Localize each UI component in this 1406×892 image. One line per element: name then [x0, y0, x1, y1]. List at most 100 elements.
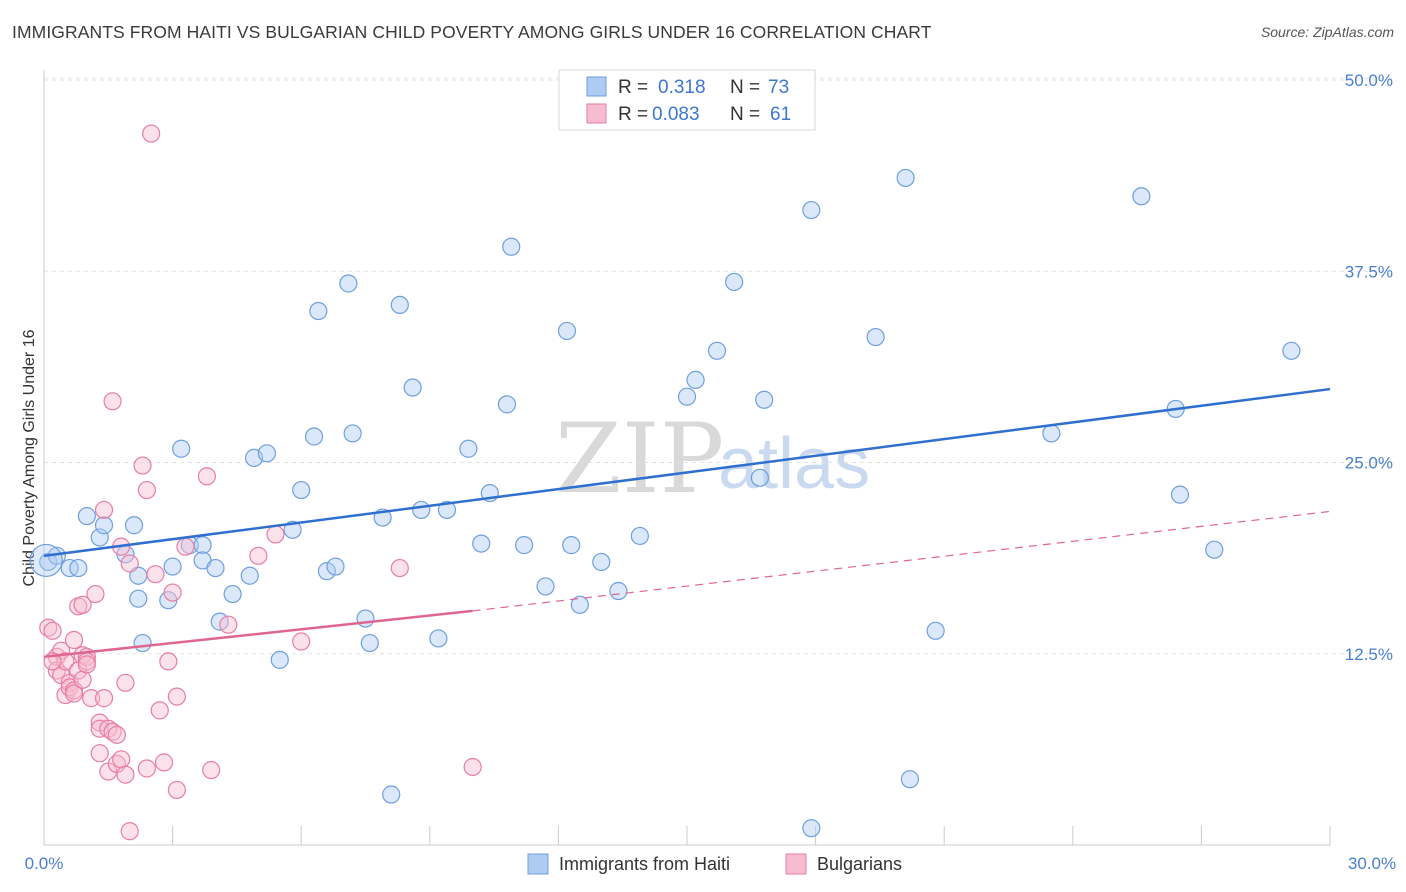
data-point	[592, 552, 611, 572]
data-point	[94, 500, 114, 520]
legend-r-value-bulgarians: 0.083	[652, 104, 700, 125]
data-point	[163, 583, 182, 602]
legend-r-label-bulgarians: R =	[618, 104, 648, 125]
trend-line-bulgarians-extension	[472, 510, 1331, 612]
data-point	[159, 652, 178, 671]
legend-box: R = 0.318 N = 73 R = 0.083 N = 61	[558, 69, 816, 131]
data-point	[64, 684, 84, 703]
data-point	[73, 670, 92, 689]
data-point	[163, 557, 182, 576]
data-point	[630, 526, 649, 546]
data-point	[339, 274, 358, 293]
data-point	[437, 500, 457, 520]
y-tick-label: 25.0%	[1345, 454, 1393, 473]
data-point	[390, 558, 409, 578]
legend-n-value-bulgarians: 61	[770, 104, 791, 125]
data-point	[86, 584, 105, 604]
data-point	[1170, 485, 1190, 504]
legend-r-label-haiti: R =	[618, 77, 648, 98]
legend-n-label-haiti: N =	[730, 77, 760, 98]
data-point	[609, 581, 628, 601]
data-point	[129, 589, 148, 608]
data-point	[137, 759, 156, 778]
legend-n-value-haiti: 73	[768, 77, 789, 98]
data-point	[64, 630, 84, 650]
bottom-legend-swatch-bulgarians	[785, 853, 807, 875]
data-point	[120, 822, 139, 841]
data-point	[326, 557, 345, 576]
data-point	[1282, 341, 1301, 360]
data-point	[515, 536, 534, 555]
data-point	[116, 673, 135, 692]
data-point	[292, 480, 311, 500]
data-point	[167, 780, 186, 800]
data-point	[463, 757, 482, 777]
bottom-legend: Immigrants from Haiti Bulgarians	[527, 853, 902, 875]
data-point	[120, 554, 139, 573]
data-point	[309, 301, 328, 321]
data-point	[926, 621, 945, 640]
y-tick-label: 12.5%	[1345, 645, 1393, 664]
data-point	[677, 387, 697, 406]
data-point	[1205, 540, 1224, 559]
data-point	[429, 629, 448, 648]
chart-title: IMMIGRANTS FROM HAITI VS BULGARIAN CHILD…	[12, 22, 932, 42]
data-point	[137, 480, 156, 500]
data-point	[570, 595, 589, 614]
data-point	[206, 558, 225, 578]
data-point	[356, 609, 375, 628]
data-point	[317, 562, 337, 581]
data-point	[536, 577, 555, 596]
data-point	[112, 750, 131, 769]
data-point	[90, 744, 109, 763]
data-point	[390, 295, 409, 315]
x-tick-label-max: 30.0%	[1348, 854, 1396, 873]
data-point	[472, 534, 491, 553]
trend-lines	[43, 387, 1331, 659]
data-point	[725, 272, 744, 292]
data-point	[219, 615, 238, 634]
data-point	[896, 168, 915, 188]
data-point	[557, 321, 577, 341]
data-point	[459, 439, 478, 458]
data-point	[56, 652, 75, 671]
bottom-legend-label-bulgarians: Bulgarians	[817, 854, 902, 874]
x-tick-label-min: 0.0%	[25, 854, 64, 873]
data-point	[116, 765, 135, 784]
data-point	[223, 584, 242, 604]
data-point	[755, 390, 774, 409]
y-tick-label: 37.5%	[1345, 262, 1393, 281]
data-point	[283, 520, 302, 539]
legend-swatch-bulgarians	[586, 103, 607, 124]
data-point	[94, 689, 114, 708]
watermark-atlas: atlas	[718, 424, 870, 504]
data-point	[249, 546, 268, 565]
watermark-zip: ZIP	[555, 403, 724, 515]
data-point	[124, 516, 144, 535]
data-point	[304, 427, 324, 446]
data-point	[103, 392, 122, 411]
data-point	[154, 753, 174, 772]
data-point	[94, 516, 114, 535]
series-bulgarians-points	[39, 124, 482, 841]
data-point	[82, 689, 101, 708]
data-point	[412, 500, 431, 520]
data-point	[197, 467, 216, 486]
data-point	[172, 439, 191, 458]
data-point	[802, 819, 821, 838]
data-point	[292, 632, 311, 651]
data-point	[193, 536, 212, 555]
data-point	[202, 760, 221, 780]
data-point	[240, 566, 259, 585]
trend-line-bulgarians	[43, 609, 473, 659]
data-point	[257, 444, 277, 463]
data-point	[270, 650, 289, 669]
data-point	[73, 595, 92, 614]
data-point	[107, 725, 126, 744]
bottom-legend-label-haiti: Immigrants from Haiti	[559, 854, 730, 874]
data-point	[77, 655, 96, 674]
source-label: Source: ZipAtlas.com	[1260, 24, 1394, 40]
data-point	[133, 633, 152, 653]
data-point	[146, 565, 165, 584]
